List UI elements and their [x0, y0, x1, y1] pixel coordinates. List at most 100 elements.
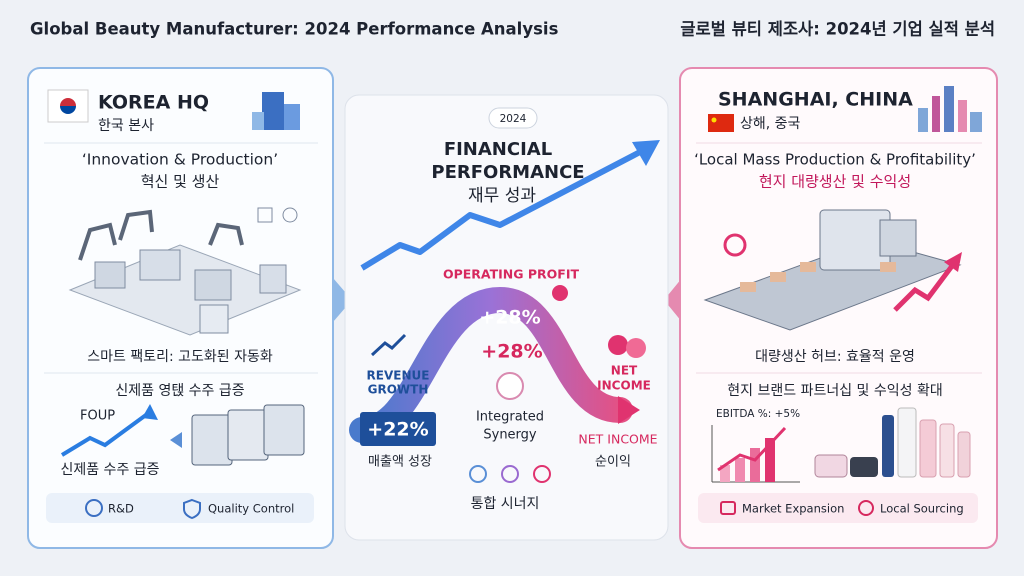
foup-machines — [191, 404, 305, 466]
synergy-small-icon — [469, 465, 487, 483]
bottle — [882, 415, 894, 477]
icon — [257, 207, 273, 223]
footer-rd: R&D — [108, 502, 134, 516]
market-icon — [720, 501, 736, 515]
net-label-2: INCOME — [597, 379, 651, 393]
revenue-value: +22% — [367, 419, 428, 441]
synergy-icon — [496, 372, 524, 400]
korea-tagline: ‘Innovation & Production’ — [82, 151, 278, 169]
korea-name: KOREA HQ — [98, 92, 209, 114]
net-ko: 순이익 — [595, 455, 631, 470]
korea-orders: 신제품 수주 급증 — [60, 462, 159, 478]
flag-blue — [60, 106, 76, 114]
synergy-2: Synergy — [483, 428, 537, 443]
op-value: +28% — [479, 307, 540, 329]
net-label-1: NET — [611, 364, 638, 378]
jar — [850, 457, 878, 477]
korea-tagline-ko: 혁신 및 생산 — [141, 173, 220, 191]
foup-label: FOUP — [80, 409, 115, 424]
shield-icon — [183, 498, 201, 520]
skyline-icon — [918, 86, 982, 132]
box — [740, 282, 756, 292]
magnifier — [723, 233, 747, 257]
robot-arm — [208, 222, 244, 246]
china-tagline: ‘Local Mass Production & Profitability’ — [694, 151, 976, 169]
synergy-1: Integrated — [476, 410, 544, 425]
china-name-ko: 상해, 중국 — [740, 116, 801, 132]
foup-box — [263, 404, 305, 456]
china-footer — [698, 493, 978, 523]
korea-caption2: 신제품 영탡 수주 급증 — [115, 383, 244, 399]
box — [880, 262, 896, 272]
factory-illustration — [68, 207, 302, 336]
jar — [814, 454, 848, 478]
conveyor-machine — [879, 219, 917, 257]
coin-icon — [626, 338, 646, 358]
profit-arrow — [893, 260, 957, 312]
box — [800, 262, 816, 272]
ebitda-chart — [711, 425, 800, 483]
foup-box — [227, 409, 269, 461]
ebitda-label: EBITDA %: +5% — [716, 408, 800, 420]
profit-flow — [349, 286, 633, 443]
china-caption: 대량생산 허브: 효율적 운영 — [755, 349, 915, 365]
korea-footer — [46, 493, 314, 523]
growth-arrow — [60, 410, 152, 457]
flag-star — [711, 117, 717, 123]
tower — [944, 86, 954, 132]
china-tagline-ko: 현지 대량생산 및 수익성 — [759, 173, 911, 191]
building — [262, 92, 284, 130]
flag-red — [60, 98, 76, 106]
year: 2024 — [500, 113, 527, 125]
revenue-box — [360, 412, 436, 446]
bottle — [897, 407, 917, 478]
footer-qc: Quality Control — [208, 502, 294, 516]
cosmetics — [814, 407, 971, 478]
title-en: Global Beauty Manufacturer: 2024 Perform… — [30, 20, 559, 39]
year-badge — [488, 107, 538, 129]
foup-box — [191, 414, 233, 466]
center-title-ko: 재무 성과 — [468, 186, 536, 206]
tower — [932, 96, 940, 132]
deco-bar — [735, 458, 745, 482]
korea-caption: 스마트 팩토리: 고도화된 자동화 — [87, 349, 273, 365]
icon — [282, 207, 298, 223]
building — [252, 112, 264, 130]
arrow-head — [170, 432, 182, 448]
box — [770, 272, 786, 282]
china-caption2: 현지 브랜드 파트너십 및 수익성 확대 — [727, 383, 942, 399]
tower — [970, 112, 982, 132]
chevron-left — [333, 278, 352, 322]
building-icon — [252, 92, 300, 130]
op-value-2: +28% — [481, 341, 542, 363]
machine — [94, 261, 126, 289]
china-name: SHANGHAI, CHINA — [718, 89, 913, 111]
machine — [259, 264, 287, 294]
bottle — [939, 423, 955, 478]
rd-icon — [85, 499, 103, 517]
deco-bar — [720, 465, 730, 482]
trend-arrow — [360, 149, 642, 271]
footer-market: Market Expansion — [742, 502, 844, 516]
footer-sourcing: Local Sourcing — [880, 502, 964, 516]
coin-icon — [552, 285, 568, 301]
conveyor-illustration — [703, 209, 962, 331]
deco-bar — [765, 438, 775, 482]
tower — [918, 108, 928, 132]
revenue-label-1: REVENUE — [367, 369, 430, 383]
trend-arrow-head — [632, 140, 660, 166]
synergy-small-icon — [501, 465, 519, 483]
pin-icon — [858, 500, 874, 516]
tower — [958, 100, 967, 132]
building — [284, 104, 300, 130]
synergy-small-icon — [533, 465, 551, 483]
arrow-head — [944, 252, 962, 272]
conveyor-belt — [703, 239, 962, 331]
machine — [199, 304, 229, 334]
bottle — [957, 431, 971, 478]
bottle — [919, 419, 937, 478]
chevron-right — [664, 278, 682, 322]
